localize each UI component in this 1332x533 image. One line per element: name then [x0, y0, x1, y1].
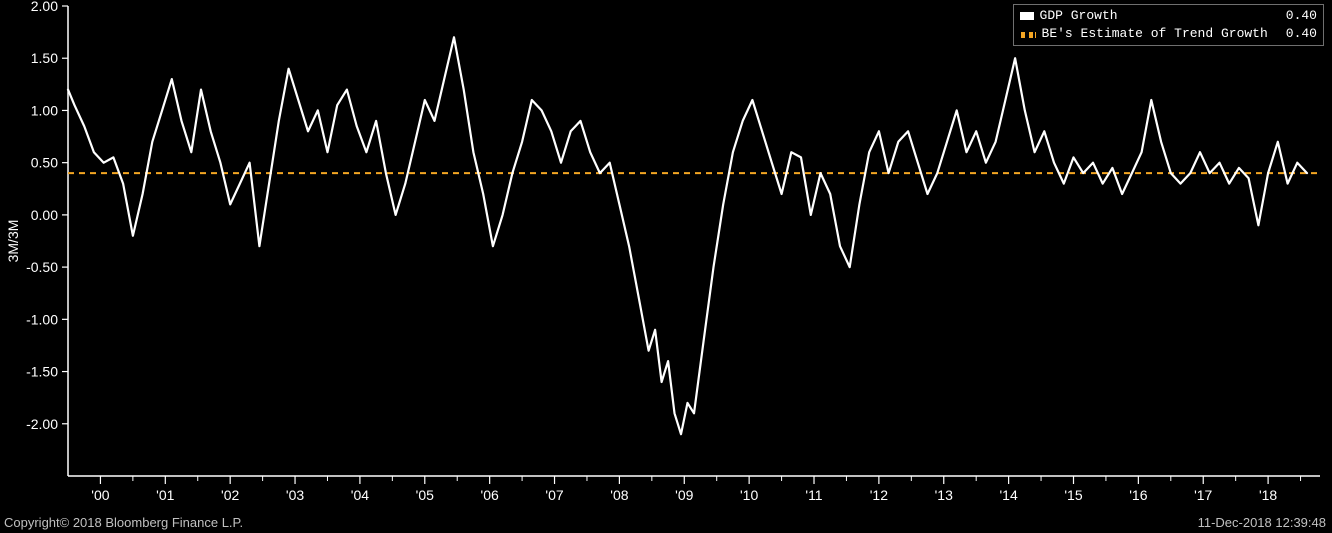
legend-swatch: [1020, 12, 1034, 20]
copyright-text: Copyright© 2018 Bloomberg Finance L.P.: [4, 515, 243, 530]
y-tick-label: -0.50: [26, 259, 58, 275]
legend-label: BE's Estimate of Trend Growth: [1042, 25, 1268, 43]
x-tick-label: '17: [1194, 487, 1212, 503]
legend-swatch: [1020, 32, 1036, 38]
y-tick-label: 2.00: [31, 0, 58, 14]
x-tick-label: '06: [481, 487, 499, 503]
y-tick-label: 0.50: [31, 155, 58, 171]
x-tick-label: '08: [610, 487, 628, 503]
legend-box: GDP Growth0.40BE's Estimate of Trend Gro…: [1013, 4, 1324, 46]
x-tick-label: '11: [805, 487, 822, 503]
y-tick-label: 0.00: [31, 207, 58, 223]
legend-label: GDP Growth: [1040, 7, 1268, 25]
y-tick-label: 1.50: [31, 50, 58, 66]
x-tick-label: '13: [935, 487, 953, 503]
x-tick-label: '00: [91, 487, 109, 503]
x-tick-label: '10: [740, 487, 758, 503]
terminal-chart: { "canvas": { "width": 1332, "height": 5…: [0, 0, 1332, 533]
y-tick-label: -1.50: [26, 364, 58, 380]
x-tick-label: '04: [351, 487, 369, 503]
x-tick-label: '05: [416, 487, 434, 503]
y-tick-label: 1.00: [31, 102, 58, 118]
x-tick-label: '14: [999, 487, 1017, 503]
x-tick-label: '03: [286, 487, 304, 503]
y-tick-label: -2.00: [26, 416, 58, 432]
x-tick-label: '01: [156, 487, 174, 503]
x-tick-label: '07: [545, 487, 563, 503]
timestamp-text: 11-Dec-2018 12:39:48: [1198, 515, 1326, 530]
x-tick-label: '12: [870, 487, 888, 503]
x-tick-label: '15: [1064, 487, 1082, 503]
legend-row: GDP Growth 0.40: [1020, 7, 1317, 25]
chart-svg: 2.00 1.50 1.00 0.50 0.00 -0.50 -1.00 -1.50 -2.00…: [0, 0, 1332, 533]
legend-value: 0.40: [1274, 25, 1317, 43]
x-tick-label: '02: [221, 487, 239, 503]
legend-value: 0.40: [1274, 7, 1317, 25]
y-axis-title: 3M/3M: [5, 220, 21, 263]
x-tick-label: '09: [675, 487, 693, 503]
x-tick-label: '16: [1129, 487, 1147, 503]
legend-row: BE's Estimate of Trend Growth 0.40: [1020, 25, 1317, 43]
x-tick-label: '18: [1259, 487, 1277, 503]
y-tick-label: -1.00: [26, 311, 58, 327]
